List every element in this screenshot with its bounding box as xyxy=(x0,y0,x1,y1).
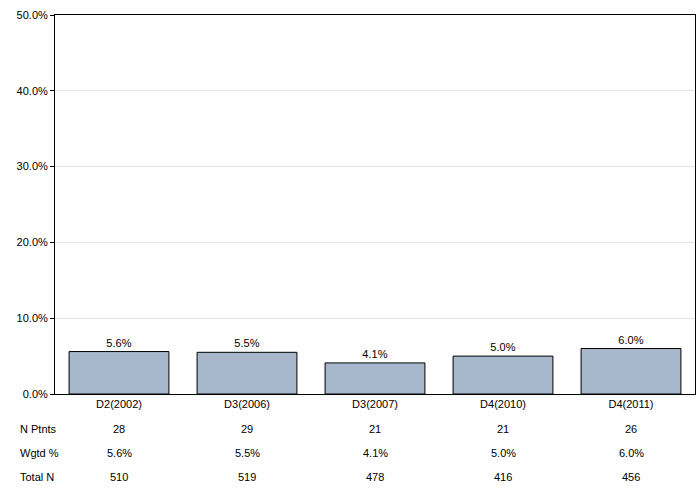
svg-text:40.0%: 40.0% xyxy=(17,85,48,97)
svg-text:Total N: Total N xyxy=(20,471,54,483)
svg-text:478: 478 xyxy=(366,471,384,483)
svg-text:519: 519 xyxy=(238,471,256,483)
svg-text:456: 456 xyxy=(622,471,640,483)
svg-text:D4(2010): D4(2010) xyxy=(480,398,526,410)
svg-text:4.1%: 4.1% xyxy=(362,348,387,360)
svg-text:5.6%: 5.6% xyxy=(106,337,131,349)
svg-text:0.0%: 0.0% xyxy=(23,388,48,400)
svg-text:10.0%: 10.0% xyxy=(17,312,48,324)
svg-text:6.0%: 6.0% xyxy=(619,447,644,459)
svg-text:20.0%: 20.0% xyxy=(17,236,48,248)
svg-text:30.0%: 30.0% xyxy=(17,160,48,172)
svg-text:29: 29 xyxy=(241,423,253,435)
svg-text:416: 416 xyxy=(494,471,512,483)
svg-text:26: 26 xyxy=(625,423,637,435)
svg-text:D3(2007): D3(2007) xyxy=(352,398,398,410)
svg-text:50.0%: 50.0% xyxy=(17,9,48,21)
svg-text:28: 28 xyxy=(113,423,125,435)
svg-text:510: 510 xyxy=(110,471,128,483)
svg-text:Wgtd %: Wgtd % xyxy=(20,447,59,459)
svg-text:4.1%: 4.1% xyxy=(363,447,388,459)
svg-text:D2(2002): D2(2002) xyxy=(96,398,142,410)
svg-text:5.6%: 5.6% xyxy=(107,447,132,459)
svg-text:D3(2006): D3(2006) xyxy=(224,398,270,410)
svg-text:6.0%: 6.0% xyxy=(618,334,643,346)
svg-text:5.5%: 5.5% xyxy=(234,337,259,349)
svg-text:21: 21 xyxy=(497,423,509,435)
svg-text:5.5%: 5.5% xyxy=(235,447,260,459)
svg-text:5.0%: 5.0% xyxy=(490,341,515,353)
svg-text:21: 21 xyxy=(369,423,381,435)
svg-text:D4(2011): D4(2011) xyxy=(608,398,653,410)
svg-text:5.0%: 5.0% xyxy=(491,447,516,459)
svg-text:N Ptnts: N Ptnts xyxy=(20,423,57,435)
